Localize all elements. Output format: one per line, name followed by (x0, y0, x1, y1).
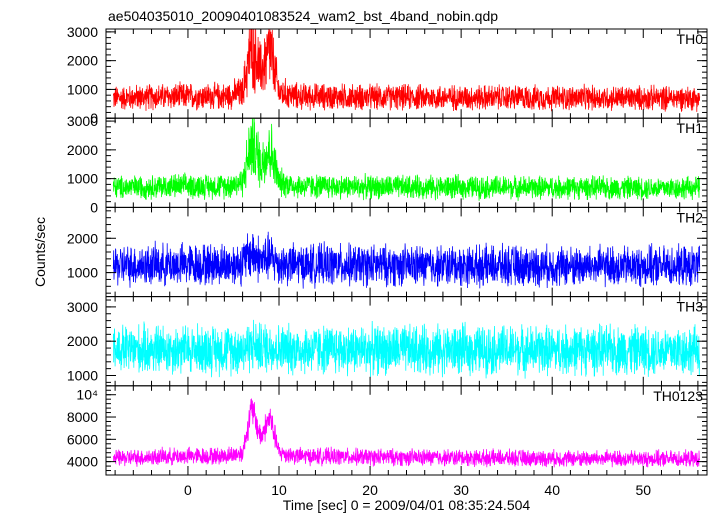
y-tick-label: 3000 (67, 113, 98, 129)
y-tick-label: 10⁴ (76, 387, 98, 403)
y-tick-label: 1000 (67, 368, 98, 384)
x-tick-label: 40 (544, 482, 560, 498)
y-tick-label: 4000 (67, 454, 98, 470)
y-tick-label: 2000 (67, 142, 98, 158)
y-tick-label: 2000 (67, 53, 98, 69)
panels: 0 1000 2000 3000 TH0 0 1000 2000 3000 TH1 1000 2000… (67, 24, 708, 476)
panel-th2: 1000 2000 TH2 (67, 206, 708, 298)
y-tick-label: 0 (90, 199, 98, 215)
series-line-th0123 (113, 398, 701, 468)
x-tick-label: 0 (184, 482, 192, 498)
y-tick-label: 2000 (67, 333, 98, 349)
x-tick-label: 50 (635, 482, 651, 498)
panel-label: TH2 (677, 209, 704, 225)
y-tick-label: 2000 (67, 230, 98, 246)
series-line-th1 (112, 118, 701, 201)
panel-th3: 1000 2000 3000 TH3 (67, 296, 708, 387)
x-tick-label: 10 (271, 482, 287, 498)
x-tick-label: 30 (453, 482, 469, 498)
panel-th1: 0 1000 2000 3000 TH1 (67, 113, 708, 215)
y-tick-label: 8000 (67, 409, 98, 425)
y-tick-label: 1000 (67, 171, 98, 187)
y-tick-label: 1000 (67, 81, 98, 97)
panel-label: TH1 (677, 120, 704, 136)
y-tick-label: 3000 (67, 24, 98, 40)
panel-th0123: 4000 6000 8000 10⁴ TH0123 (67, 385, 708, 476)
series-line-th2 (112, 231, 701, 289)
y-tick-label: 0 (90, 110, 98, 126)
series-line-th0 (112, 29, 701, 112)
y-tick-label: 3000 (67, 299, 98, 315)
panel-label: TH0123 (653, 388, 703, 404)
y-tick-label: 6000 (67, 431, 98, 447)
y-axis-label: Counts/sec (32, 217, 48, 287)
series-line-th3 (112, 319, 701, 379)
y-tick-label: 1000 (67, 265, 98, 281)
chart-title: ae504035010_20090401083524_wam2_bst_4ban… (108, 8, 498, 24)
panel-label: TH3 (677, 299, 704, 315)
panel-label: TH0 (677, 31, 704, 47)
x-tick-label: 20 (362, 482, 378, 498)
x-axis-label: Time [sec] 0 = 2009/04/01 08:35:24.504 (283, 497, 531, 513)
